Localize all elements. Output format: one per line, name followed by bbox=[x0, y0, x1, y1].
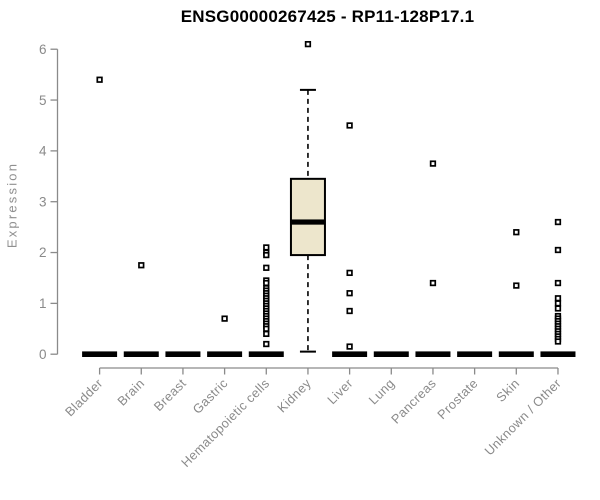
x-tick-label: Pancreas bbox=[388, 376, 439, 427]
y-tick-label: 2 bbox=[39, 245, 47, 260]
outlier-point bbox=[346, 290, 353, 297]
zero-median-bar bbox=[415, 351, 451, 357]
outlier-point bbox=[429, 160, 437, 167]
zero-median-bar bbox=[207, 351, 243, 357]
zero-median-bar bbox=[165, 351, 201, 357]
outlier-point bbox=[346, 343, 353, 350]
x-tick-label: Breast bbox=[151, 375, 189, 413]
y-axis-label: Expression bbox=[4, 161, 20, 249]
outlier-point bbox=[429, 279, 437, 287]
outlier-point bbox=[346, 307, 353, 315]
zero-median-bar bbox=[248, 351, 284, 357]
x-tick-label: Brain bbox=[114, 376, 147, 409]
outlier-point bbox=[263, 279, 270, 287]
outlier-point bbox=[554, 305, 562, 312]
outlier-point bbox=[96, 76, 103, 83]
y-tick-label: 5 bbox=[39, 93, 47, 108]
y-tick-label: 1 bbox=[39, 296, 47, 311]
zero-median-bar bbox=[540, 351, 576, 357]
y-tick-label: 3 bbox=[39, 194, 47, 209]
x-tick-label: Liver bbox=[324, 375, 356, 407]
y-tick-label: 4 bbox=[39, 144, 47, 159]
outlier-point bbox=[263, 340, 270, 348]
y-tick-label: 6 bbox=[39, 42, 47, 57]
outlier-point bbox=[263, 330, 270, 338]
outlier-point bbox=[346, 269, 353, 277]
outlier-point bbox=[513, 282, 520, 289]
zero-median-bar bbox=[457, 351, 493, 357]
outlier-point bbox=[304, 40, 312, 48]
x-tick-label: Skin bbox=[493, 376, 522, 405]
outlier-point bbox=[263, 325, 270, 332]
outlier-point bbox=[554, 295, 562, 302]
x-tick-label: Gastric bbox=[189, 375, 230, 416]
outlier-point bbox=[346, 122, 353, 129]
box bbox=[289, 177, 326, 257]
zero-median-bar bbox=[498, 351, 534, 357]
x-tick-label: Lung bbox=[366, 376, 398, 408]
zero-median-bar bbox=[82, 351, 118, 357]
x-tick-label: Prostate bbox=[434, 376, 481, 423]
outlier-point bbox=[554, 338, 562, 345]
outlier-point bbox=[221, 315, 228, 322]
outlier-point bbox=[554, 300, 562, 307]
x-tick-label: Bladder bbox=[62, 375, 106, 419]
zero-median-bar bbox=[373, 351, 409, 357]
outlier-point bbox=[263, 251, 270, 259]
zero-median-bar bbox=[123, 351, 159, 357]
zero-median-bar bbox=[332, 351, 368, 357]
outlier-point bbox=[263, 264, 270, 271]
chart-title: ENSG00000267425 - RP11-128P17.1 bbox=[180, 7, 475, 26]
x-tick-label: Kidney bbox=[274, 375, 314, 415]
outlier-point bbox=[554, 246, 562, 254]
median-bar bbox=[290, 219, 325, 225]
outlier-point bbox=[554, 279, 562, 287]
y-tick-label: 0 bbox=[39, 347, 47, 362]
x-tick-label: Unknown / Other bbox=[481, 375, 564, 458]
outlier-point bbox=[138, 262, 145, 269]
outlier-point bbox=[554, 218, 562, 226]
outlier-point bbox=[513, 229, 520, 236]
outlier-point bbox=[263, 244, 270, 251]
